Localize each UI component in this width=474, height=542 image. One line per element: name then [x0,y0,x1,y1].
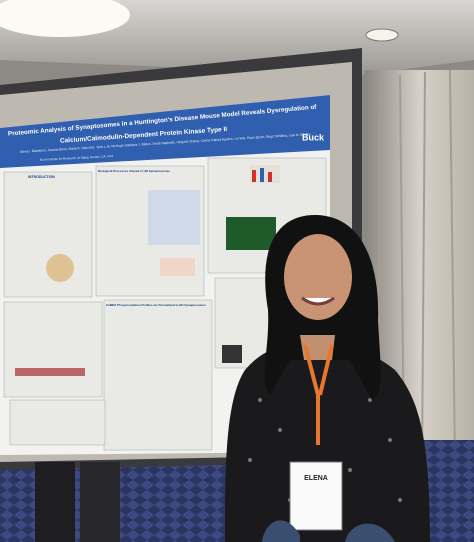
poster-logo: Buck [302,132,325,142]
section-heading: Biological Processes Altered in HD Synap… [98,169,170,173]
badge-name: ELENA [304,475,328,482]
face [284,234,352,320]
ceiling-light [365,28,399,42]
smile [301,296,335,306]
section-heading: INTRODUCTION [28,175,55,179]
poster-affiliation: Buck Institute for Research on Aging, No… [40,154,113,162]
poster-figures [15,165,280,376]
blouse-pattern [248,398,402,502]
lanyard [303,344,334,445]
background-person [80,462,120,542]
background-person [35,462,75,542]
name-badge [289,461,343,531]
poster-header [0,95,330,168]
section-heading: CaMKII Phosphorylation Profiles are Norm… [106,303,206,307]
ceiling-light [0,0,130,37]
jeans [262,520,395,542]
